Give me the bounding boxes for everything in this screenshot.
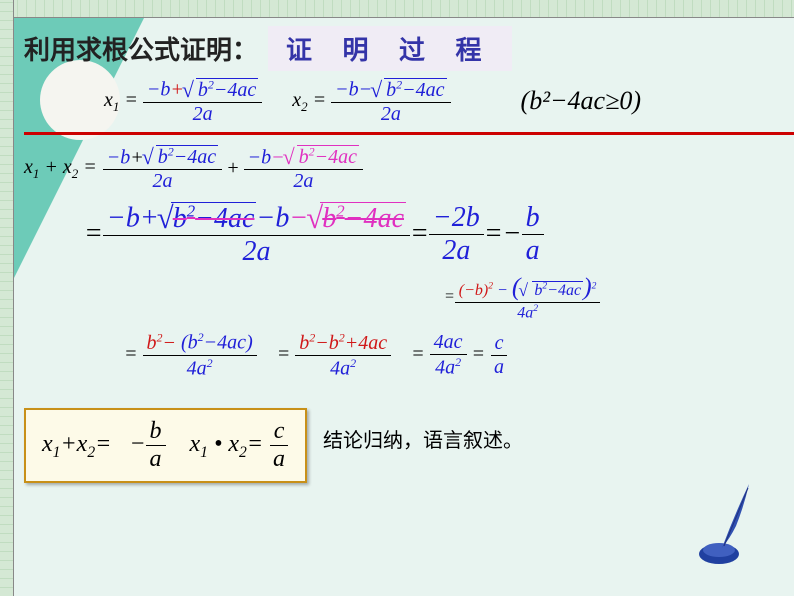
slide-content: 利用求根公式证明： 证 明 过 程 x1 = −b+b2−4ac 2a x2 =… — [14, 18, 794, 491]
x1-formula: x1 = −b+b2−4ac 2a — [104, 77, 262, 126]
title-left: 利用求根公式证明： — [24, 30, 258, 67]
divider-line — [24, 132, 794, 135]
x2-formula: x2 = −b−b2−4ac 2a — [292, 77, 450, 126]
sum-result: x1+x2= −ba — [42, 418, 166, 473]
root-formulas: x1 = −b+b2−4ac 2a x2 = −b−b2−4ac 2a (b²−… — [24, 77, 784, 126]
conclusion-text: 结论归纳，语言叙述。 — [323, 424, 523, 453]
title-row: 利用求根公式证明： 证 明 过 程 — [24, 26, 784, 71]
product-step1: = (−b)2 − (b2−4ac)2 4a2 — [24, 272, 784, 322]
quill-icon — [694, 476, 764, 566]
result-row: x1+x2= −ba x1 • x2= ca 结论归纳，语言叙述。 — [24, 394, 784, 483]
discriminant-condition: (b²−4ac≥0) — [521, 86, 641, 116]
ruler-left — [0, 0, 14, 596]
sum-step2: = −b+b2−4ac−b−b2−4ac 2a = −2b 2a = − b a — [24, 201, 784, 267]
sum-step1: x1 + x2 = −b+b2−4ac 2a + −b−b2−4ac 2a — [24, 145, 784, 194]
result-box: x1+x2= −ba x1 • x2= ca — [24, 408, 307, 483]
product-result: x1 • x2= ca — [190, 418, 290, 473]
title-right: 证 明 过 程 — [268, 26, 512, 71]
ruler-top — [0, 0, 794, 18]
product-step2: = b2− (b2−4ac) 4a2 = b2−b2+4ac 4a2 = 4ac… — [24, 330, 784, 380]
